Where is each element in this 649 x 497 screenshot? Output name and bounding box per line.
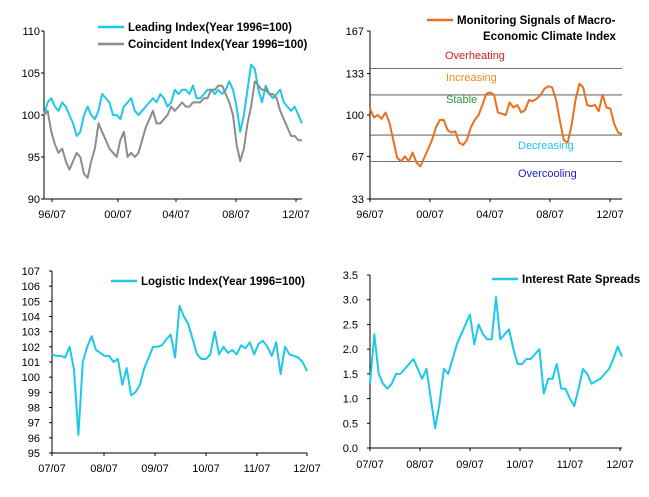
chart-panel-4: 0.0 0.5 1.0 1.5 2.0 2.5 3.0 3.5 07/07 08/07 09/07 1… — [343, 270, 641, 471]
legend-label: Interest Rate Spreads — [522, 274, 640, 286]
y-tick-label: 0.0 — [343, 443, 358, 455]
x-tick-label: 04/07 — [162, 209, 190, 221]
y-tick-label: 3.0 — [343, 295, 358, 307]
x-tick-label: 96/07 — [356, 209, 384, 221]
y-tick-label: 101 — [22, 357, 40, 369]
y-tick-label: 0.5 — [343, 418, 358, 430]
y-tick-label: 110 — [22, 26, 40, 38]
series-line-1 — [369, 296, 623, 430]
x-tick-label: 07/07 — [356, 459, 384, 471]
band-label-increasing: Increasing — [446, 72, 497, 84]
y-tick-label: 107 — [22, 266, 40, 278]
x-tick-label: 10/07 — [506, 459, 534, 471]
x-tick-label: 12/07 — [606, 459, 634, 471]
x-tick-label: 08/07 — [536, 209, 564, 221]
y-tick-label: 100 — [22, 372, 40, 384]
y-tick-label: 3.5 — [343, 270, 358, 282]
y-tick-label: 95 — [28, 448, 40, 460]
y-tick-label: 2.5 — [343, 319, 358, 331]
x-tick-label: 08/07 — [222, 209, 250, 221]
x-tick-label: 12/07 — [596, 209, 624, 221]
series-line-1 — [51, 304, 308, 436]
legend-label-line-2: Economic Climate Index — [483, 31, 617, 43]
x-tick-label: 00/07 — [104, 209, 132, 221]
y-tick-label: 1.0 — [343, 394, 358, 406]
y-tick-label: 33 — [352, 194, 364, 206]
chart-panel-2: 33 67 100 133 167 96/07 00/07 04/07 08/07 12/07 Ov… — [346, 15, 624, 221]
x-tick-label: 12/07 — [293, 463, 321, 475]
legend-label: Monitoring Signals of Macro- — [457, 15, 616, 27]
series-line-1 — [369, 82, 623, 168]
x-tick-label: 09/07 — [141, 463, 169, 475]
chart-panel-1: 90 95 100 105 110 96/07 00/07 04/07 08/07 12/07 Le… — [22, 22, 310, 221]
y-tick-label: 133 — [346, 69, 364, 81]
x-tick-label: 09/07 — [456, 459, 484, 471]
x-tick-label: 00/07 — [416, 209, 444, 221]
y-tick-label: 96 — [28, 433, 40, 445]
y-tick-label: 1.5 — [343, 369, 358, 381]
y-tick-label: 167 — [346, 26, 364, 38]
x-tick-label: 08/07 — [90, 463, 118, 475]
y-tick-label: 97 — [28, 418, 40, 430]
y-tick-label: 100 — [22, 110, 40, 122]
chart-panel-3: 95 96 97 98 99 100 101 102 103 104 105 106 107 07/07 0… — [22, 266, 321, 475]
y-tick-label: 98 — [28, 403, 40, 415]
band-label-decreasing: Decreasing — [518, 140, 574, 152]
band-label-overheating: Overheating — [445, 50, 505, 62]
x-tick-label: 11/07 — [244, 463, 271, 475]
x-tick-label: 07/07 — [38, 463, 66, 475]
x-tick-label: 12/07 — [282, 209, 310, 221]
y-tick-label: 102 — [22, 342, 40, 354]
y-tick-label: 67 — [352, 151, 364, 163]
y-tick-label: 103 — [22, 327, 40, 339]
y-tick-label: 2.0 — [343, 344, 358, 356]
y-tick-label: 106 — [22, 281, 40, 293]
legend-label: Coincident Index(Year 1996=100) — [128, 39, 307, 51]
y-tick-label: 99 — [28, 387, 40, 399]
y-tick-label: 90 — [28, 194, 40, 206]
y-tick-label: 100 — [346, 110, 364, 122]
y-tick-label: 105 — [22, 296, 40, 308]
x-tick-label: 08/07 — [406, 459, 434, 471]
y-tick-label: 95 — [28, 152, 40, 164]
legend-label: Logistic Index(Year 1996=100) — [141, 276, 305, 288]
series-line-1 — [43, 63, 303, 137]
band-label-overcooling: Overcooling — [518, 168, 577, 180]
x-tick-label: 10/07 — [192, 463, 220, 475]
series-line-2 — [43, 80, 302, 179]
y-tick-label: 105 — [22, 68, 40, 80]
legend-label: Leading Index(Year 1996=100) — [128, 22, 292, 34]
y-tick-label: 104 — [22, 312, 40, 324]
x-tick-label: 04/07 — [476, 209, 504, 221]
x-tick-label: 11/07 — [557, 459, 584, 471]
x-tick-label: 96/07 — [38, 209, 66, 221]
band-label-stable: Stable — [446, 94, 477, 106]
